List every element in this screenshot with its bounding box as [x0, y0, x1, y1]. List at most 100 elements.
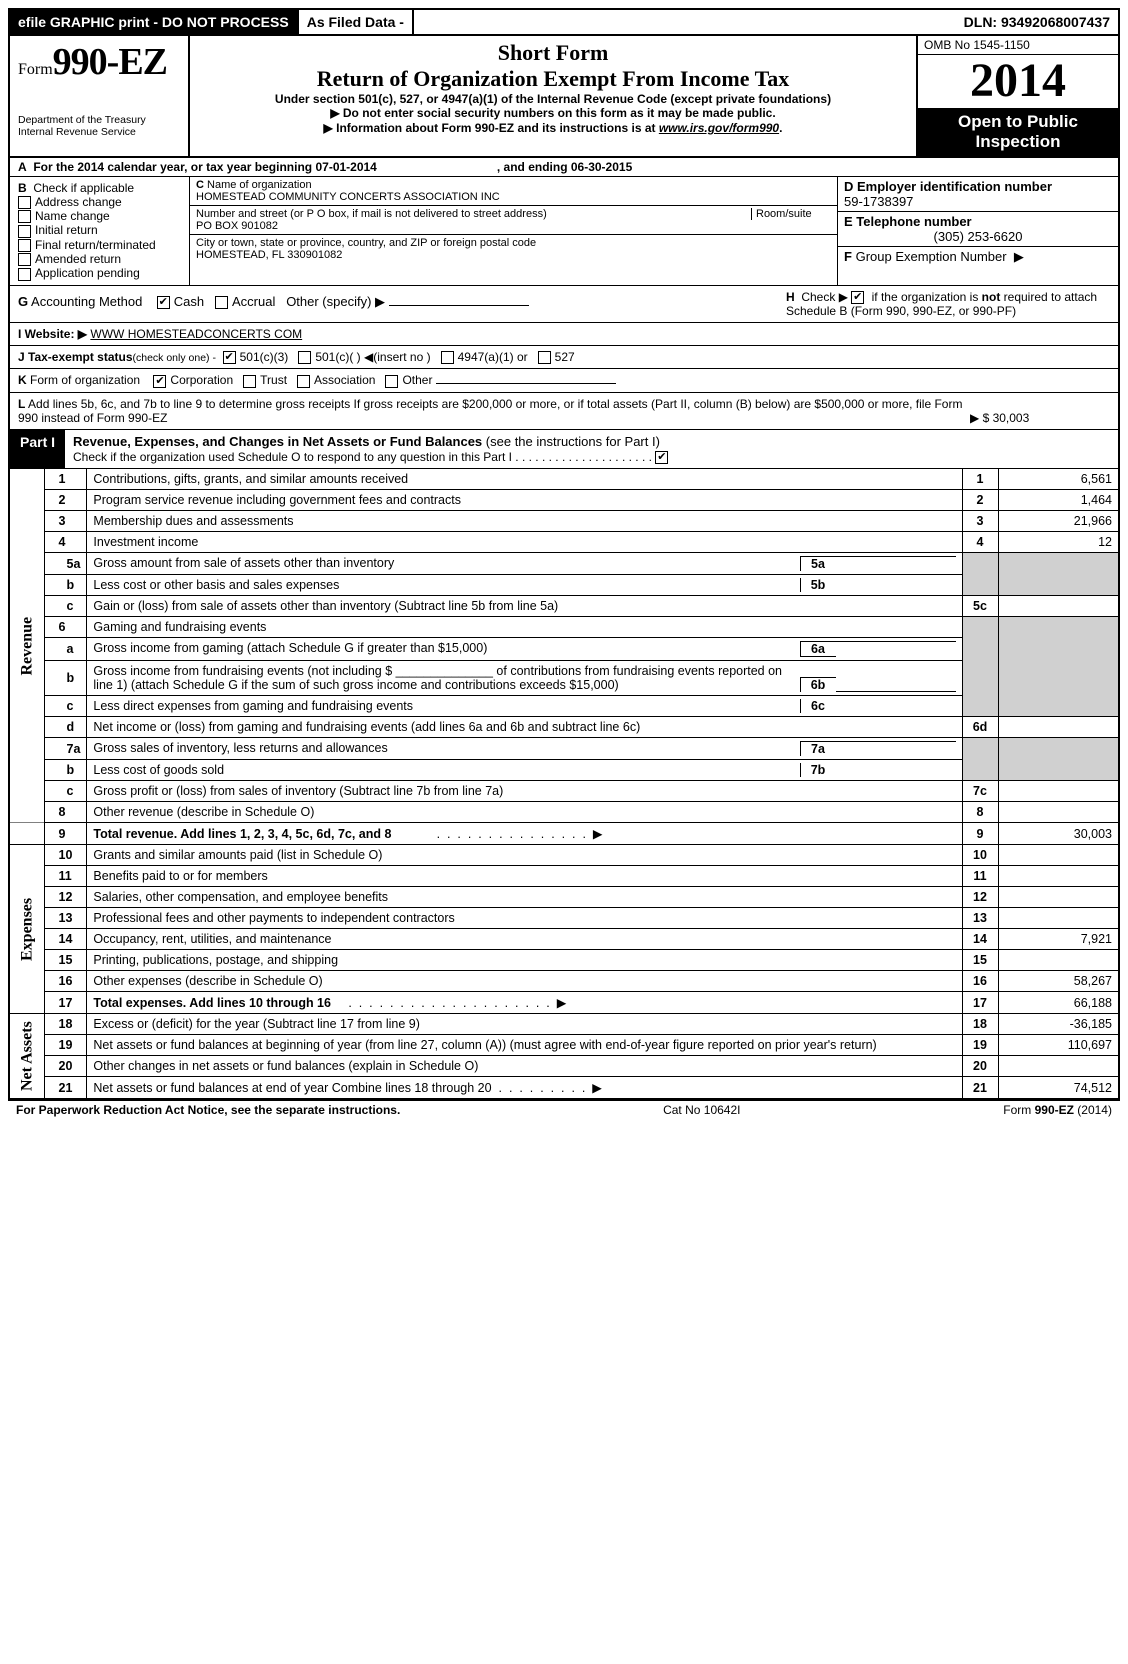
section-G: G Accounting Method ✔Cash Accrual Other …	[10, 286, 778, 322]
part-1-title-wrap: Revenue, Expenses, and Changes in Net As…	[65, 430, 680, 468]
line-9: 9Total revenue. Add lines 1, 2, 3, 4, 5c…	[10, 823, 1118, 845]
row-L: L Add lines 5b, 6c, and 7b to line 9 to …	[10, 393, 1118, 429]
ein-value: 59-1738397	[844, 194, 913, 209]
line-3: 3Membership dues and assessments321,966	[10, 511, 1118, 532]
line-13-text: Professional fees and other payments to …	[87, 908, 962, 929]
side-revenue: Revenue	[10, 469, 44, 823]
chk-527[interactable]	[538, 351, 551, 364]
bullet-1-text: Do not enter social security numbers on …	[343, 106, 776, 120]
footer-right-pre: Form	[1003, 1103, 1034, 1117]
line-4-text: Investment income	[87, 532, 962, 553]
city-label: City or town, state or province, country…	[196, 237, 536, 249]
row-I: I Website: ▶ WWW HOMESTEADCONCERTS COM	[10, 323, 1118, 346]
line-5c: cGain or (loss) from sale of assets othe…	[10, 596, 1118, 617]
bullet-2: ▶ Information about Form 990-EZ and its …	[198, 121, 908, 136]
header-center: Short Form Return of Organization Exempt…	[190, 36, 918, 156]
bullet-2-pre: Information about Form 990-EZ and its in…	[336, 121, 659, 135]
phone-value: (305) 253-6620	[844, 229, 1112, 244]
line-17: 17Total expenses. Add lines 10 through 1…	[10, 992, 1118, 1014]
line-11: 11Benefits paid to or for members11	[10, 866, 1118, 887]
top-bar: efile GRAPHIC print - DO NOT PROCESS As …	[10, 10, 1118, 36]
h-not: not	[982, 290, 1001, 304]
l-amount: ▶ $ 30,003	[970, 397, 1110, 425]
line-5c-text: Gain or (loss) from sale of assets other…	[87, 596, 962, 617]
chk-corporation[interactable]: ✔	[153, 375, 166, 388]
website-value[interactable]: WWW HOMESTEADCONCERTS COM	[90, 327, 302, 341]
addr-label: Number and street (or P O box, if mail i…	[196, 208, 547, 220]
bullet-2-post: .	[779, 121, 782, 135]
line-18-value: -36,185	[998, 1014, 1118, 1035]
line-6d: dNet income or (loss) from gaming and fu…	[10, 717, 1118, 738]
chk-application-pending[interactable]: Application pending	[18, 266, 181, 280]
chk-trust[interactable]	[243, 375, 256, 388]
form-header: Form990-EZ Department of the Treasury In…	[10, 36, 1118, 158]
line-4-value: 12	[998, 532, 1118, 553]
j-hint: (check only one) -	[133, 352, 216, 364]
line-16: 16Other expenses (describe in Schedule O…	[10, 971, 1118, 992]
dln-value: 93492068007437	[1001, 14, 1110, 30]
section-B: B Check if applicable Address change Nam…	[10, 177, 190, 285]
form-word: Form	[18, 61, 53, 78]
part-1-hint: (see the instructions for Part I)	[486, 434, 660, 449]
org-name: HOMESTEAD COMMUNITY CONCERTS ASSOCIATION…	[196, 191, 500, 203]
j-opt-1: 501(c)( ) ◀(insert no )	[315, 350, 430, 364]
g-cash: Cash	[174, 294, 204, 309]
line-9-value: 30,003	[998, 823, 1118, 845]
chk-schedule-o-part1[interactable]: ✔	[655, 451, 668, 464]
chk-cash[interactable]: ✔	[157, 296, 170, 309]
line-6b-text: Gross income from fundraising events (no…	[93, 664, 799, 692]
chk-schedule-b[interactable]: ✔	[851, 291, 864, 304]
line-1: Revenue1Contributions, gifts, grants, an…	[10, 469, 1118, 490]
open-public-badge: Open to Public Inspection	[918, 108, 1118, 156]
chk-amended-return[interactable]: Amended return	[18, 252, 181, 266]
form-number-value: 990-EZ	[53, 41, 167, 83]
dln: DLN: 93492068007437	[956, 10, 1118, 34]
line-8-text: Other revenue (describe in Schedule O)	[87, 802, 962, 823]
block-B-through-F: B Check if applicable Address change Nam…	[10, 177, 1118, 286]
line-19: 19Net assets or fund balances at beginni…	[10, 1035, 1118, 1056]
form-subtitle: Under section 501(c), 527, or 4947(a)(1)…	[198, 92, 908, 106]
side-netassets: Net Assets	[10, 1014, 44, 1099]
b-label: Check if applicable	[33, 181, 134, 195]
footer-right-bold: 990-EZ	[1035, 1103, 1074, 1117]
footer-left: For Paperwork Reduction Act Notice, see …	[16, 1103, 400, 1117]
line-6a: aGross income from gaming (attach Schedu…	[10, 638, 1118, 661]
row-E: E Telephone number(305) 253-6620	[838, 212, 1118, 247]
line-7b: bLess cost of goods sold7b	[10, 760, 1118, 781]
line-14: 14Occupancy, rent, utilities, and mainte…	[10, 929, 1118, 950]
chk-association[interactable]	[297, 375, 310, 388]
header-right: OMB No 1545-1150 2014 Open to Public Ins…	[918, 36, 1118, 156]
line-13: 13Professional fees and other payments t…	[10, 908, 1118, 929]
section-H: H Check ▶ ✔ if the organization is not r…	[778, 286, 1118, 322]
line-6b: bGross income from fundraising events (n…	[10, 661, 1118, 696]
bullet-1: ▶ Do not enter social security numbers o…	[198, 106, 908, 121]
k-opt-1: Trust	[260, 373, 287, 387]
chk-501c[interactable]	[298, 351, 311, 364]
row-K: K Form of organization ✔Corporation Trus…	[10, 369, 1118, 392]
chk-4947[interactable]	[441, 351, 454, 364]
line-12-text: Salaries, other compensation, and employ…	[87, 887, 962, 908]
org-city: HOMESTEAD, FL 330901082	[196, 249, 342, 261]
line-3-value: 21,966	[998, 511, 1118, 532]
section-CD: C Name of organizationHOMESTEAD COMMUNIT…	[190, 177, 838, 285]
line-6: 6Gaming and fundraising events	[10, 617, 1118, 638]
irs-link[interactable]: www.irs.gov/form990	[659, 121, 779, 135]
line-5a: 5aGross amount from sale of assets other…	[10, 553, 1118, 575]
chk-address-change[interactable]: Address change	[18, 195, 181, 209]
chk-other[interactable]	[385, 375, 398, 388]
line-17-text: Total expenses. Add lines 10 through 16	[93, 996, 331, 1010]
line-6a-text: Gross income from gaming (attach Schedul…	[93, 641, 799, 657]
line-21: 21Net assets or fund balances at end of …	[10, 1077, 1118, 1099]
g-label: Accounting Method	[31, 294, 142, 309]
b-item-1: Name change	[35, 209, 110, 223]
row-a-mid: , and ending	[497, 160, 571, 174]
line-6-text: Gaming and fundraising events	[87, 617, 962, 638]
chk-final-return[interactable]: Final return/terminated	[18, 238, 181, 252]
line-5a-text: Gross amount from sale of assets other t…	[93, 556, 799, 571]
chk-501c3[interactable]: ✔	[223, 351, 236, 364]
chk-initial-return[interactable]: Initial return	[18, 223, 181, 237]
j-label: Tax-exempt status	[28, 350, 132, 364]
chk-name-change[interactable]: Name change	[18, 209, 181, 223]
f-label: Group Exemption Number	[856, 249, 1007, 264]
chk-accrual[interactable]	[215, 296, 228, 309]
